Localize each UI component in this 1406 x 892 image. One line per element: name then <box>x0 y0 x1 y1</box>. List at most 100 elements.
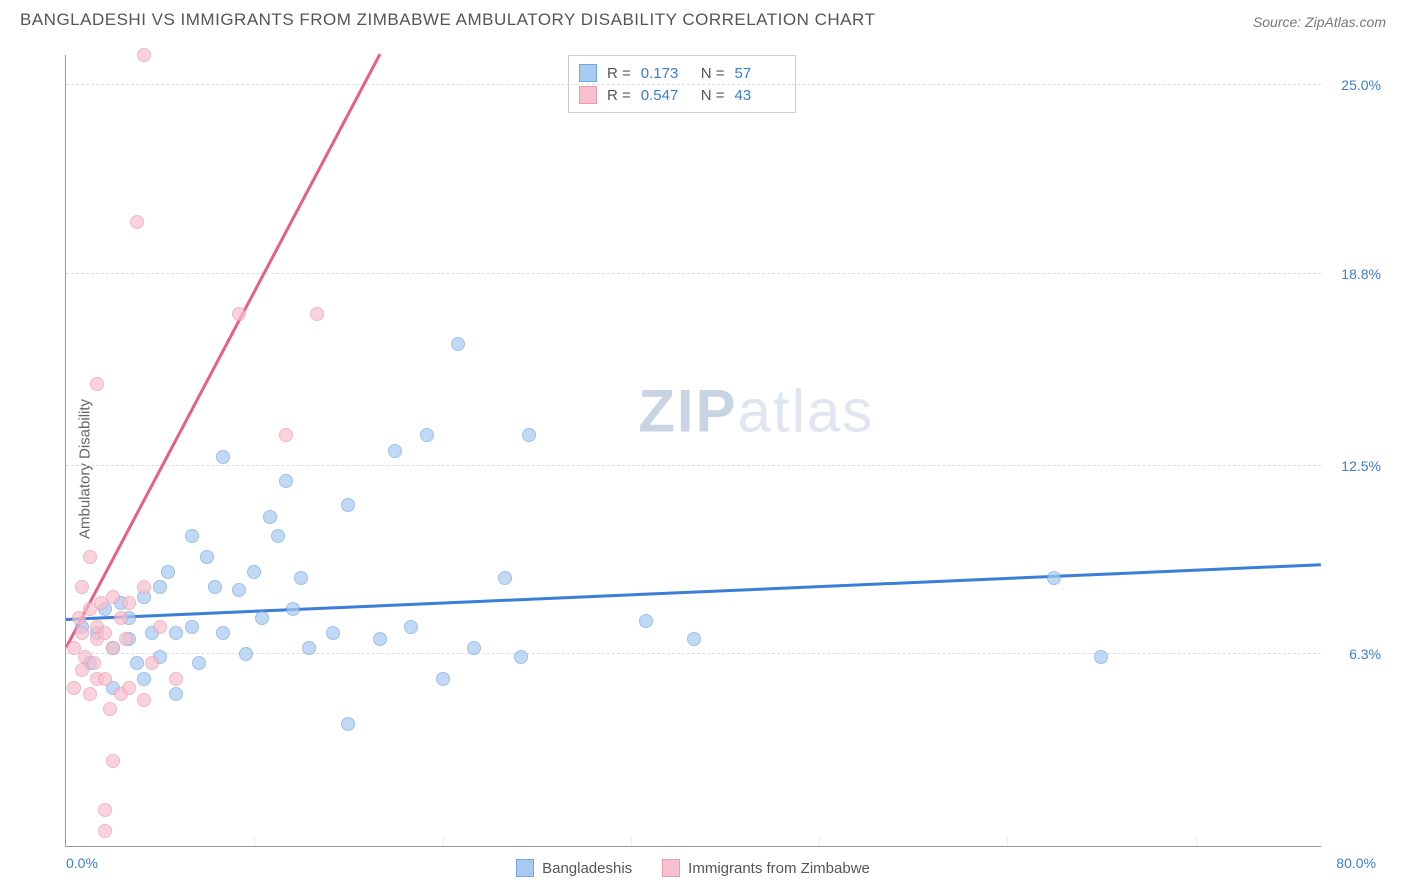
stat-n-1: 57 <box>735 65 785 82</box>
data-point <box>310 307 324 321</box>
legend-label-2: Immigrants from Zimbabwe <box>688 860 870 877</box>
data-point <box>137 693 151 707</box>
grid-line-v <box>631 836 632 846</box>
data-point <box>263 510 277 524</box>
data-point <box>137 672 151 686</box>
data-point <box>103 702 117 716</box>
y-tick-label: 25.0% <box>1326 77 1381 93</box>
data-point <box>373 632 387 646</box>
grid-line-v <box>819 836 820 846</box>
grid-line-h <box>66 465 1321 466</box>
trend-line <box>65 53 381 647</box>
data-point <box>498 571 512 585</box>
data-point <box>114 611 128 625</box>
data-point <box>90 377 104 391</box>
data-point <box>137 580 151 594</box>
stat-n-label: N = <box>701 65 725 82</box>
data-point <box>341 717 355 731</box>
grid-line-v <box>1007 836 1008 846</box>
legend-item-2: Immigrants from Zimbabwe <box>662 859 870 877</box>
stat-r-label: R = <box>607 65 631 82</box>
data-point <box>130 215 144 229</box>
data-point <box>216 450 230 464</box>
data-point <box>185 620 199 634</box>
stat-n-2: 43 <box>735 87 785 104</box>
data-point <box>83 687 97 701</box>
data-point <box>106 641 120 655</box>
data-point <box>420 428 434 442</box>
data-point <box>169 687 183 701</box>
data-point <box>247 565 261 579</box>
stat-r-1: 0.173 <box>641 65 691 82</box>
data-point <box>294 571 308 585</box>
data-point <box>286 602 300 616</box>
chart-container: Ambulatory Disability ZIPatlas R = 0.173… <box>20 45 1386 892</box>
data-point <box>106 754 120 768</box>
data-point <box>200 550 214 564</box>
data-point <box>232 583 246 597</box>
data-point <box>639 614 653 628</box>
data-point <box>122 596 136 610</box>
legend-label-1: Bangladeshis <box>542 860 632 877</box>
data-point <box>119 632 133 646</box>
data-point <box>153 580 167 594</box>
data-point <box>341 498 355 512</box>
data-point <box>208 580 222 594</box>
data-point <box>216 626 230 640</box>
data-point <box>145 656 159 670</box>
grid-line-h <box>66 84 1321 85</box>
data-point <box>83 550 97 564</box>
data-point <box>255 611 269 625</box>
swatch-series-2 <box>579 86 597 104</box>
data-point <box>122 681 136 695</box>
grid-line-h <box>66 273 1321 274</box>
y-tick-label: 6.3% <box>1326 646 1381 662</box>
data-point <box>279 474 293 488</box>
data-point <box>326 626 340 640</box>
legend-item-1: Bangladeshis <box>516 859 632 877</box>
data-point <box>137 48 151 62</box>
y-tick-label: 12.5% <box>1326 458 1381 474</box>
data-point <box>130 656 144 670</box>
data-point <box>98 672 112 686</box>
stat-r-2: 0.547 <box>641 87 691 104</box>
data-point <box>75 626 89 640</box>
data-point <box>522 428 536 442</box>
data-point <box>271 529 285 543</box>
grid-line-h <box>66 653 1321 654</box>
data-point <box>467 641 481 655</box>
data-point <box>153 620 167 634</box>
stats-row-1: R = 0.173 N = 57 <box>579 62 785 84</box>
stats-row-2: R = 0.547 N = 43 <box>579 84 785 106</box>
data-point <box>192 656 206 670</box>
data-point <box>169 672 183 686</box>
stat-n-label: N = <box>701 87 725 104</box>
swatch-icon <box>516 859 534 877</box>
grid-line-v <box>1196 836 1197 846</box>
data-point <box>98 626 112 640</box>
plot-area: ZIPatlas R = 0.173 N = 57 R = 0.547 N = … <box>65 55 1321 847</box>
data-point <box>1094 650 1108 664</box>
swatch-series-1 <box>579 64 597 82</box>
grid-line-v <box>443 836 444 846</box>
y-tick-label: 18.8% <box>1326 266 1381 282</box>
data-point <box>302 641 316 655</box>
data-point <box>169 626 183 640</box>
data-point <box>67 681 81 695</box>
data-point <box>687 632 701 646</box>
watermark: ZIPatlas <box>638 376 874 445</box>
grid-line-v <box>254 836 255 846</box>
data-point <box>232 307 246 321</box>
swatch-icon <box>662 859 680 877</box>
data-point <box>87 656 101 670</box>
chart-title: BANGLADESHI VS IMMIGRANTS FROM ZIMBABWE … <box>20 10 875 30</box>
stat-r-label: R = <box>607 87 631 104</box>
x-tick-label: 80.0% <box>1336 855 1376 871</box>
data-point <box>161 565 175 579</box>
data-point <box>75 580 89 594</box>
data-point <box>239 647 253 661</box>
data-point <box>404 620 418 634</box>
data-point <box>98 803 112 817</box>
data-point <box>185 529 199 543</box>
data-point <box>436 672 450 686</box>
